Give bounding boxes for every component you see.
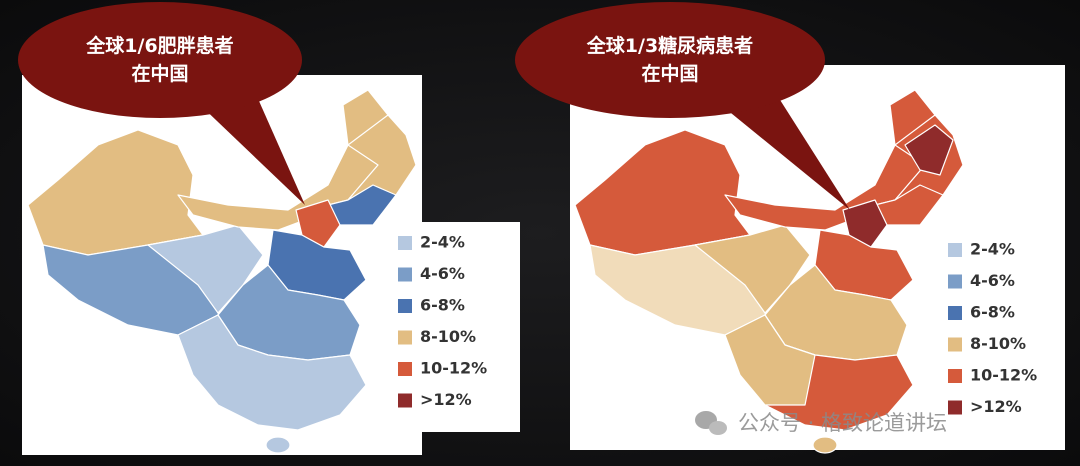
- legend-swatch: [398, 330, 412, 345]
- legend-swatch: [948, 337, 962, 352]
- legend-swatch: [948, 243, 962, 257]
- legend-swatch: [948, 274, 962, 289]
- legend-label: 2-4%: [420, 233, 465, 252]
- callout-bubble: [18, 2, 305, 205]
- legend-label: 10-12%: [420, 359, 487, 378]
- watermark-text: 公众号 · 格致论道讲坛: [738, 411, 947, 435]
- legend-swatch: [398, 362, 412, 376]
- legend-label: 2-4%: [970, 240, 1015, 259]
- callout-bubble: [515, 2, 850, 210]
- legend-label: 4-6%: [420, 264, 465, 283]
- legend-label: 8-10%: [420, 327, 476, 346]
- legend-swatch: [948, 369, 962, 383]
- legend-swatch: [948, 400, 962, 415]
- legend-swatch: [398, 267, 412, 282]
- legend-label: 8-10%: [970, 334, 1026, 353]
- legend-swatch: [398, 393, 412, 408]
- legend-label: 10-12%: [970, 366, 1037, 385]
- legend-label: 6-8%: [970, 303, 1015, 322]
- callout-line: 全球1/3糖尿病患者: [586, 34, 753, 57]
- legend-label: 6-8%: [420, 296, 465, 315]
- legend-label: 4-6%: [970, 271, 1015, 290]
- legend-swatch: [948, 306, 962, 320]
- watermark: 公众号 · 格致论道讲坛: [695, 411, 947, 435]
- map-diabetes: [574, 89, 964, 454]
- legend-swatch: [398, 299, 412, 313]
- callout-line: 全球1/6肥胖患者: [85, 34, 233, 57]
- legend-label: >12%: [420, 390, 472, 409]
- legend: 2-4% 4-6% 6-8% 8-10% 10-12% >12%: [398, 233, 487, 409]
- legend: 2-4% 4-6% 6-8% 8-10% 10-12% >12%: [948, 240, 1037, 416]
- legend-label: >12%: [970, 397, 1022, 416]
- legend-swatch: [398, 236, 412, 250]
- callout-line: 在中国: [641, 62, 698, 85]
- callout-line: 在中国: [131, 62, 188, 85]
